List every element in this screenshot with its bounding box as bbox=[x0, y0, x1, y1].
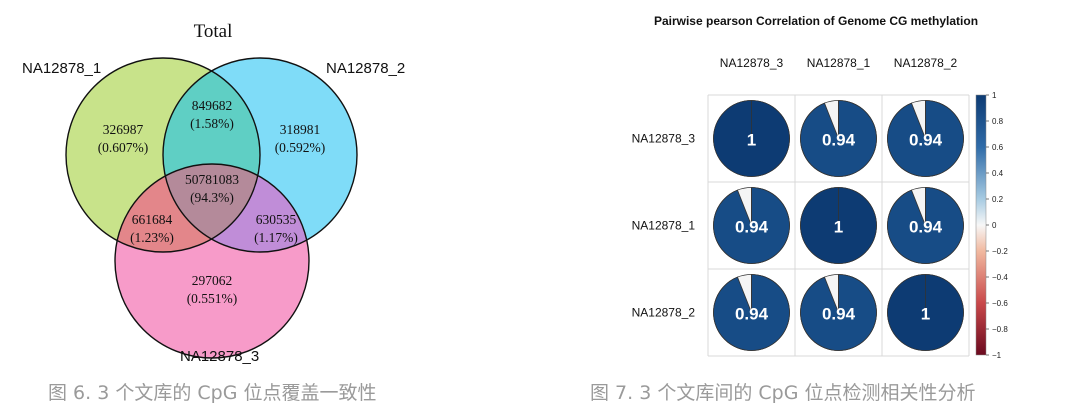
corr-colorbar-tick-label-9: −0.8 bbox=[992, 325, 1008, 334]
corr-pie-2-0 bbox=[713, 274, 790, 351]
venn-region-2-count: 318981 bbox=[280, 122, 321, 137]
corr-colorbar-tick-label-6: −0.2 bbox=[992, 247, 1008, 256]
corr-pie-2-1 bbox=[800, 274, 877, 351]
venn-region-2-percent: (0.592%) bbox=[275, 140, 326, 155]
venn-region-2-3-count: 630535 bbox=[256, 212, 297, 227]
venn-set-label-na12878-1: NA12878_1 bbox=[22, 60, 101, 77]
corr-colorbar-tick-label-8: −0.6 bbox=[992, 299, 1008, 308]
corr-col-label-1: NA12878_1 bbox=[807, 56, 871, 70]
corr-colorbar-tick-label-0: 1 bbox=[992, 91, 997, 100]
correlation-figure-caption: 图 7. 3 个文库间的 CpG 位点检测相关性分析 bbox=[590, 382, 976, 404]
venn-overlap-0-2 bbox=[115, 164, 260, 252]
venn-region-1-2-count: 849682 bbox=[192, 98, 233, 113]
corr-row-label-1: NA12878_1 bbox=[632, 219, 696, 233]
venn-region-1-2-percent: (1.58%) bbox=[190, 116, 234, 131]
corr-value-label-2-2: 1 bbox=[921, 305, 930, 324]
corr-value-label-2-0: 0.94 bbox=[735, 305, 769, 324]
venn-region-1-count: 326987 bbox=[103, 122, 144, 137]
corr-value-label-0-1: 0.94 bbox=[822, 131, 856, 150]
corr-row-label-2: NA12878_2 bbox=[632, 306, 696, 320]
corr-col-label-2: NA12878_2 bbox=[894, 56, 958, 70]
corr-row-label-0: NA12878_3 bbox=[632, 132, 696, 146]
corr-value-label-2-1: 0.94 bbox=[822, 305, 856, 324]
venn-set-label-na12878-2: NA12878_2 bbox=[326, 60, 405, 77]
venn-region-1-percent: (0.607%) bbox=[98, 140, 149, 155]
corr-value-label-1-2: 0.94 bbox=[909, 218, 943, 237]
corr-pie-1-2 bbox=[887, 187, 964, 264]
venn-region-1-2-3-count: 50781083 bbox=[185, 172, 239, 187]
corr-pie-1-0 bbox=[713, 187, 790, 264]
corr-colorbar-tick-label-3: 0.4 bbox=[992, 169, 1004, 178]
venn-region-1-3-percent: (1.23%) bbox=[130, 230, 174, 245]
venn-figure-caption: 图 6. 3 个文库的 CpG 位点覆盖一致性 bbox=[48, 382, 377, 404]
venn-outline-2 bbox=[114, 163, 310, 359]
correlation-matrix: Pairwise pearson Correlation of Genome C… bbox=[632, 14, 1009, 360]
corr-colorbar-tick-label-7: −0.4 bbox=[992, 273, 1008, 282]
corr-pie-0-2 bbox=[887, 100, 964, 177]
venn-title: Total bbox=[194, 21, 233, 42]
corr-colorbar-tick-label-10: −1 bbox=[992, 351, 1002, 360]
corr-value-label-1-0: 0.94 bbox=[735, 218, 769, 237]
corr-colorbar-tick-label-4: 0.2 bbox=[992, 195, 1004, 204]
venn-region-1-3-count: 661684 bbox=[132, 212, 173, 227]
venn-region-2-3-percent: (1.17%) bbox=[254, 230, 298, 245]
corr-title: Pairwise pearson Correlation of Genome C… bbox=[654, 14, 978, 28]
corr-colorbar bbox=[975, 94, 987, 356]
corr-colorbar-tick-label-2: 0.6 bbox=[992, 143, 1004, 152]
corr-value-label-0-2: 0.94 bbox=[909, 131, 943, 150]
corr-colorbar-tick-label-5: 0 bbox=[992, 221, 997, 230]
venn-region-3-percent: (0.551%) bbox=[187, 291, 238, 306]
corr-value-label-1-1: 1 bbox=[834, 218, 843, 237]
corr-col-label-0: NA12878_3 bbox=[720, 56, 784, 70]
corr-pie-0-1 bbox=[800, 100, 877, 177]
venn-set-label-na12878-3: NA12878_3 bbox=[180, 348, 259, 365]
corr-colorbar-tick-label-1: 0.8 bbox=[992, 117, 1004, 126]
venn-diagram: Total NA12878_1 NA12878_2 NA12878_3 326987 (0… bbox=[22, 21, 405, 365]
venn-region-3-count: 297062 bbox=[192, 273, 233, 288]
venn-outline-0 bbox=[65, 57, 261, 253]
corr-value-label-0-0: 1 bbox=[747, 131, 756, 150]
venn-outline-1 bbox=[162, 57, 358, 253]
venn-region-1-2-3-percent: (94.3%) bbox=[190, 190, 234, 205]
